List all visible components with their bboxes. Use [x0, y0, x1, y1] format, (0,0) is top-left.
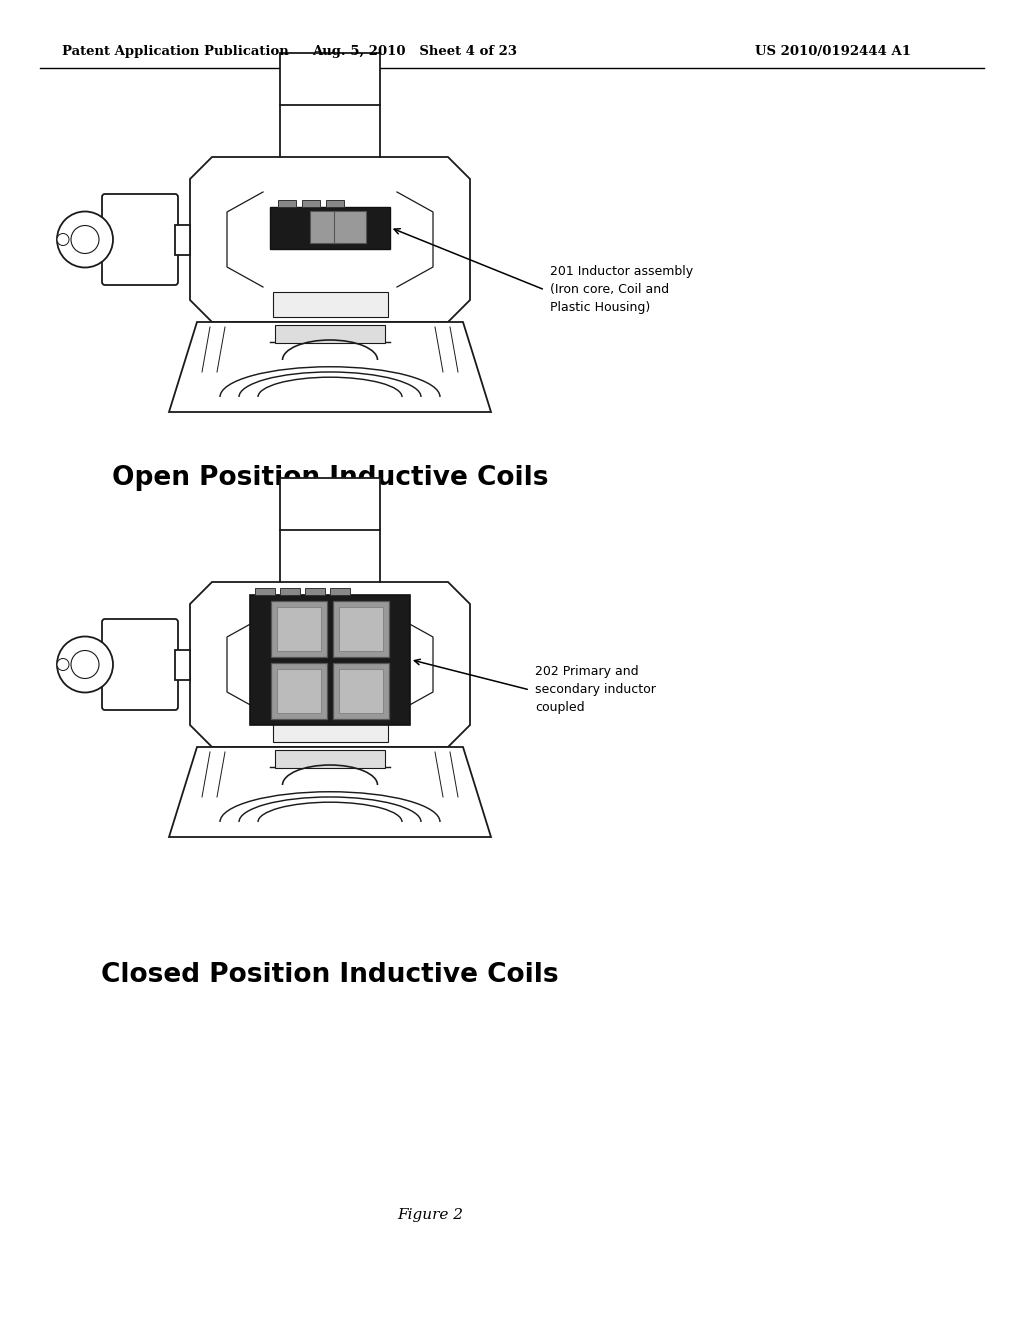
- Bar: [339, 606, 383, 651]
- Circle shape: [57, 636, 113, 693]
- Bar: [333, 663, 389, 718]
- Bar: [278, 606, 321, 651]
- Bar: [175, 649, 190, 680]
- Bar: [272, 717, 387, 742]
- Text: 202 Primary and
secondary inductor
coupled: 202 Primary and secondary inductor coupl…: [535, 665, 656, 714]
- Polygon shape: [190, 157, 470, 322]
- Text: US 2010/0192444 A1: US 2010/0192444 A1: [755, 45, 911, 58]
- Bar: [326, 199, 344, 206]
- Bar: [334, 210, 366, 243]
- Polygon shape: [190, 582, 470, 747]
- Bar: [305, 587, 325, 594]
- Text: Patent Application Publication: Patent Application Publication: [62, 45, 289, 58]
- Bar: [255, 587, 275, 594]
- Bar: [175, 224, 190, 255]
- FancyBboxPatch shape: [102, 619, 178, 710]
- Bar: [339, 668, 383, 713]
- Bar: [310, 210, 342, 243]
- Bar: [330, 587, 350, 594]
- Bar: [271, 663, 327, 718]
- Circle shape: [71, 226, 99, 253]
- Circle shape: [57, 211, 113, 268]
- Bar: [250, 594, 410, 725]
- Bar: [280, 478, 380, 531]
- Bar: [278, 668, 321, 713]
- Bar: [272, 292, 387, 317]
- Text: Aug. 5, 2010   Sheet 4 of 23: Aug. 5, 2010 Sheet 4 of 23: [312, 45, 517, 58]
- Bar: [270, 206, 390, 248]
- FancyBboxPatch shape: [102, 194, 178, 285]
- Bar: [275, 325, 385, 343]
- Text: Figure 2: Figure 2: [397, 1208, 463, 1222]
- Bar: [333, 601, 389, 656]
- Bar: [278, 199, 296, 206]
- Circle shape: [57, 234, 69, 246]
- Polygon shape: [169, 322, 490, 412]
- Text: 201 Inductor assembly
(Iron core, Coil and
Plastic Housing): 201 Inductor assembly (Iron core, Coil a…: [550, 265, 693, 314]
- Circle shape: [57, 659, 69, 671]
- Text: Closed Position Inductive Coils: Closed Position Inductive Coils: [101, 962, 559, 987]
- Polygon shape: [169, 747, 490, 837]
- Bar: [275, 750, 385, 768]
- Text: Open Position Inductive Coils: Open Position Inductive Coils: [112, 465, 548, 491]
- Bar: [271, 601, 327, 656]
- Circle shape: [71, 651, 99, 678]
- Bar: [302, 199, 319, 206]
- Bar: [280, 587, 300, 594]
- Bar: [280, 53, 380, 106]
